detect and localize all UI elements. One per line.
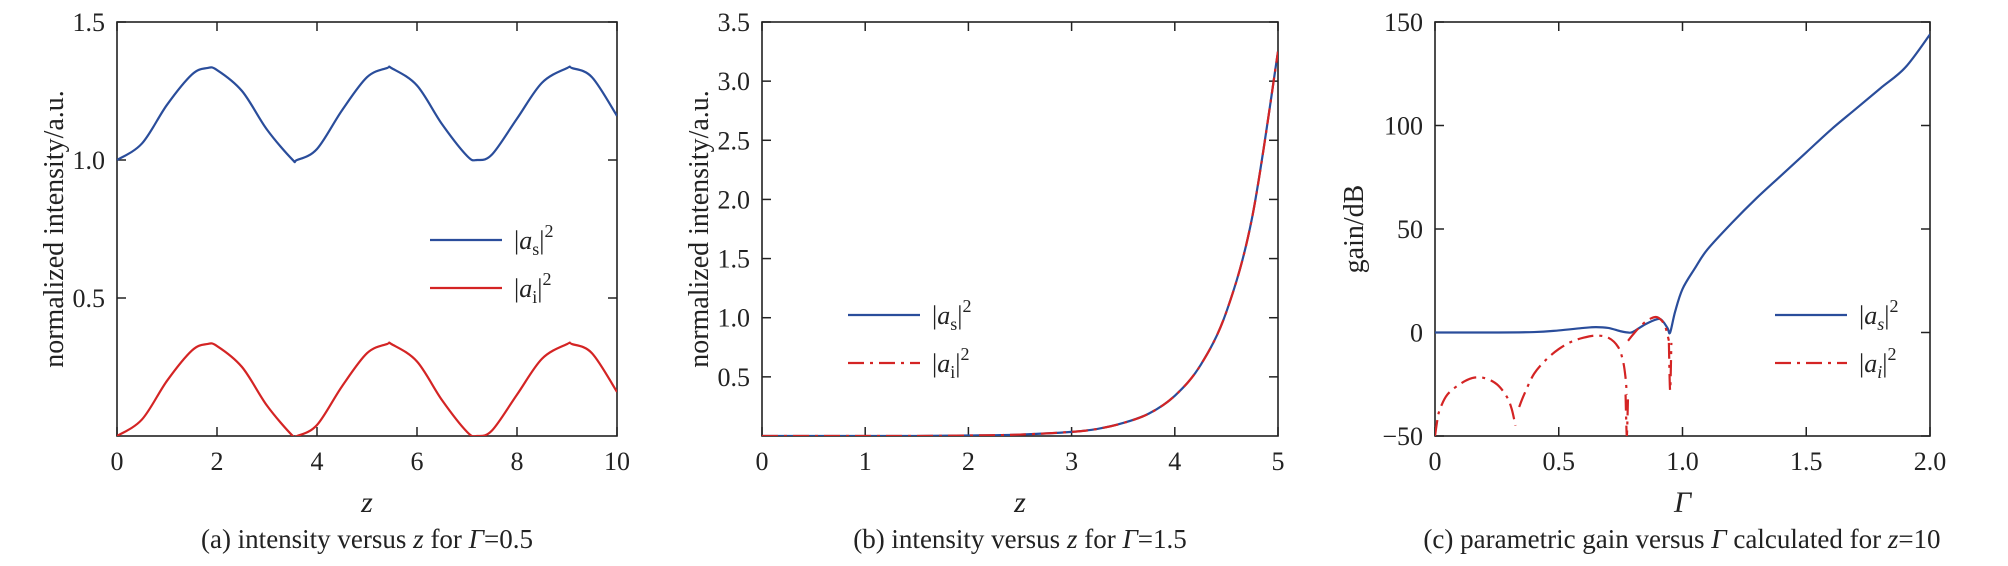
x-tick-label: 2.0: [1914, 447, 1947, 476]
y-tick-label: 2.5: [718, 126, 751, 155]
plot-frame: [761, 21, 1279, 437]
x-tick-label: 0.5: [1543, 447, 1576, 476]
legend-label: |ai|2: [1859, 344, 1896, 382]
series-line-as: [762, 51, 1278, 436]
series-line-ai: [117, 341, 617, 436]
y-tick-label: 0.5: [718, 363, 751, 392]
y-axis-label: gain/dB: [1339, 185, 1370, 274]
legend-label: |as|2: [932, 296, 971, 334]
x-tick-label: 2: [211, 447, 224, 476]
x-axis-label: z: [360, 486, 373, 519]
x-tick-label: 1.5: [1790, 447, 1823, 476]
panel-c: 0 0.5 1.0 1.5 2.0−50050100150Γgain/dB|as|2|a…: [1339, 8, 1946, 554]
y-tick-label: 3.5: [718, 8, 751, 37]
y-axis-label: normalized intensity/a.u.: [39, 90, 70, 368]
series-line-ai: [762, 51, 1278, 436]
legend: |as|2 |ai|2: [1775, 296, 1898, 382]
panel-caption: (c) parametric gain versus Γ calculated …: [1423, 524, 1940, 554]
legend: |as|2 |ai|2: [848, 296, 971, 382]
x-tick-label: 0: [111, 447, 124, 476]
x-tick-label: 10: [604, 447, 630, 476]
x-tick-label: 5: [1272, 447, 1285, 476]
plot-area: [117, 65, 617, 436]
y-tick-label: −50: [1382, 422, 1423, 451]
series-line-ai-seg4: [1667, 342, 1673, 392]
series-line-ai-seg2: [1624, 394, 1630, 436]
y-tick-label: 0: [1410, 319, 1423, 348]
x-tick-label: 1: [859, 447, 872, 476]
y-tick-label: 50: [1397, 215, 1423, 244]
y-tick-label: 100: [1384, 112, 1423, 141]
panel-a: 0 2 4 6 8 10 0.5 1.0 1.5 z normalized intensity/a.…: [39, 8, 630, 554]
plot-frame: [116, 21, 618, 437]
series-line-ai-seg1: [1518, 334, 1628, 408]
legend-label: |as|2: [514, 221, 553, 259]
y-tick-label: 1.0: [718, 304, 751, 333]
x-axis-label: z: [1013, 486, 1026, 519]
series-line-as: [117, 65, 617, 164]
x-tick-label: 2: [962, 447, 975, 476]
panel-b: 0 1 2 3 4 5 0.5 1.0 1.5 2.0 2.5 3.0 3.5 z normalized i…: [684, 8, 1285, 554]
panel-caption: (a) intensity versus z for Γ=0.5: [201, 524, 533, 554]
plot-frame: [1434, 21, 1931, 437]
x-axis-label: Γ: [1673, 486, 1693, 519]
legend-label: |ai|2: [514, 269, 551, 307]
series-line-ai-seg0: [1435, 376, 1517, 436]
x-tick-label: 4: [1168, 447, 1181, 476]
y-tick-label: 1.5: [73, 8, 106, 37]
x-tick-label: 8: [511, 447, 524, 476]
plot-area: [1435, 33, 1930, 436]
x-tick-label: 4: [311, 447, 324, 476]
y-axis-label: normalized intensity/a.u.: [684, 90, 715, 368]
x-tick-label: 0: [1429, 447, 1442, 476]
legend: |as|2 |ai|2: [430, 221, 553, 307]
series-line-ai-seg3: [1627, 315, 1670, 342]
x-tick-label: 0: [756, 447, 769, 476]
y-tick-label: 150: [1384, 8, 1423, 37]
plot-area: [762, 51, 1278, 436]
panel-caption: (b) intensity versus z for Γ=1.5: [853, 524, 1187, 554]
y-tick-label: 1.0: [73, 146, 106, 175]
series-line-as: [1435, 33, 1930, 335]
y-tick-label: 0.5: [73, 284, 106, 313]
y-tick-label: 2.0: [718, 185, 751, 214]
legend-label: |ai|2: [932, 344, 969, 382]
x-tick-label: 6: [411, 447, 424, 476]
y-tick-label: 3.0: [718, 67, 751, 96]
y-tick-label: 1.5: [718, 245, 751, 274]
x-tick-label: 1.0: [1666, 447, 1699, 476]
x-tick-label: 3: [1065, 447, 1078, 476]
legend-label: |as|2: [1859, 296, 1898, 334]
